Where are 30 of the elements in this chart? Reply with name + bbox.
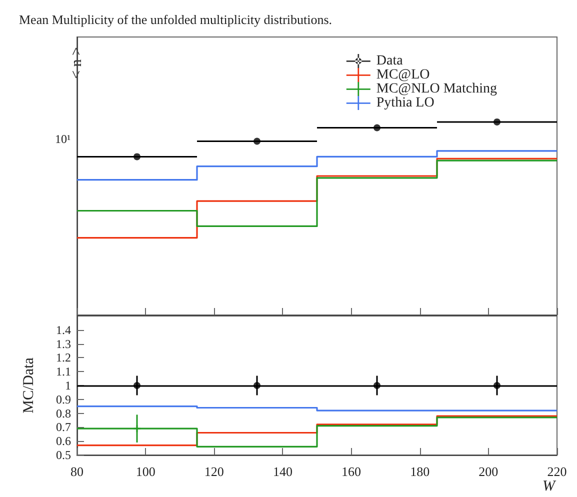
legend-label: MC@NLO Matching (376, 82, 498, 96)
legend-label: Data (376, 54, 404, 68)
x-tick-label: 160 (342, 464, 362, 479)
y-tick-label: 1.1 (56, 364, 71, 379)
point (134, 153, 140, 160)
x-tick-label: 140 (272, 464, 292, 479)
y-tick-label: 0.6 (56, 434, 71, 448)
y-tick-label: 0.8 (56, 406, 71, 420)
x-tick-label: 220 (547, 464, 567, 479)
y-tick-label: 0.5 (56, 448, 71, 462)
text: 10¹ (55, 132, 71, 146)
legend-label: Pythia LO (376, 96, 434, 110)
chart-title: Mean Multiplicity of the unfolded multiplicity distributions. (19, 12, 332, 27)
point (254, 138, 260, 145)
x-tick-label: 100 (136, 464, 156, 479)
x-tick-label: 180 (410, 464, 430, 479)
point (494, 118, 500, 126)
y-tick-label: 1.3 (56, 336, 71, 351)
y-axis-title: MC/Data (21, 357, 37, 414)
y-tick-label: 0.7 (56, 420, 71, 434)
legend-label: MC@LO (376, 68, 430, 82)
x-tick-label: 200 (478, 464, 498, 479)
x-tick-label: 80 (70, 464, 84, 479)
x-tick-label: 120 (204, 464, 224, 479)
y-tick-label: 1 (65, 378, 71, 392)
y-tick-label: 1.2 (56, 350, 71, 365)
point (374, 124, 380, 132)
x-axis-title: W (542, 478, 556, 494)
y-tick-label: 1.4 (56, 322, 71, 337)
y-tick-label: 0.9 (56, 392, 71, 406)
